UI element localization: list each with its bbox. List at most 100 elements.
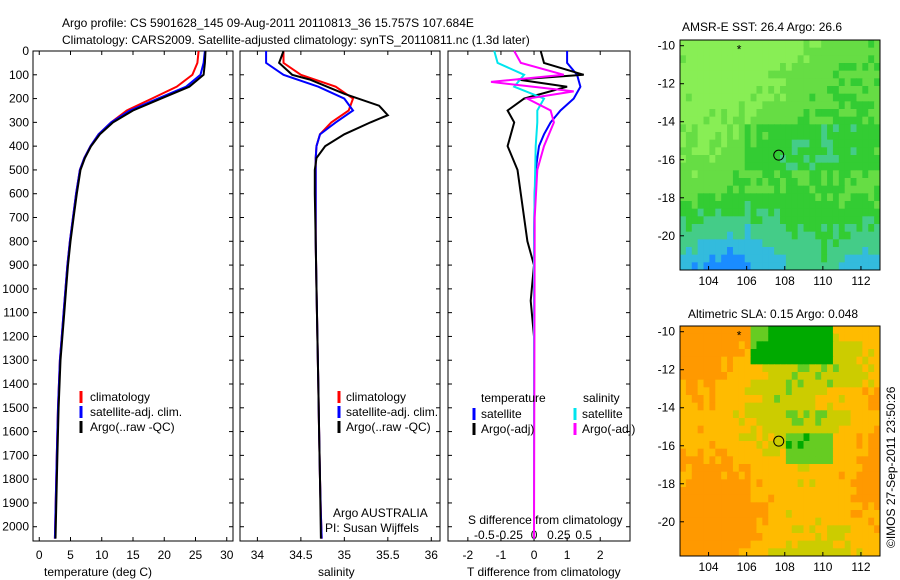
temperature-frame	[32, 50, 234, 542]
sla-map-cell	[727, 525, 734, 534]
sla-map-cell	[785, 349, 793, 358]
sla-map-cell	[732, 364, 740, 373]
sla-map-cell	[762, 456, 769, 465]
sla-map-cell	[774, 349, 781, 358]
sst-map-cell	[738, 40, 746, 49]
temperature-ytick-label: 300	[9, 115, 29, 129]
sst-map-cell	[768, 201, 775, 210]
sst-map-cell	[750, 55, 757, 64]
sst-map-cell	[780, 63, 787, 72]
sla-map-cell	[832, 525, 840, 534]
sla-map-cell	[732, 425, 740, 434]
sla-map-cell	[697, 379, 705, 388]
sst-map-cell	[685, 93, 693, 102]
sla-map-cell	[732, 379, 740, 388]
sst-map-cell	[797, 147, 805, 156]
sst-map-cell	[797, 231, 805, 240]
sst-map-cell	[827, 132, 834, 141]
sst-map-cell	[868, 86, 875, 95]
sst-map-cell	[874, 116, 881, 125]
sla-map-cell	[680, 387, 687, 396]
sla-map-cell	[709, 356, 716, 365]
sst-map-cell	[715, 93, 722, 102]
sla-map-cell	[715, 387, 722, 396]
sst-map-cell	[844, 178, 852, 187]
sst-map-cell	[697, 147, 705, 156]
sla-map-cell	[803, 471, 810, 480]
salinity-annotation-1: Argo AUSTRALIA	[333, 506, 428, 520]
sst-map-cell	[838, 93, 846, 102]
sla-map-cell	[809, 487, 816, 496]
sst-map-cell	[850, 247, 857, 256]
sla-map-cell	[762, 425, 769, 434]
sst-map-cell	[697, 193, 705, 202]
sla-map-cell	[797, 387, 805, 396]
sla-map-cell	[856, 540, 863, 549]
sst-map-cell	[827, 178, 834, 187]
sst-map-cell	[827, 247, 834, 256]
sst-map-cell	[809, 178, 816, 187]
sst-map-cell	[868, 231, 875, 240]
sst-map-cell	[785, 86, 793, 95]
sla-map-cell	[850, 364, 857, 373]
sst-map-cell	[868, 262, 875, 271]
sla-map-cell	[715, 502, 722, 511]
sst-map-cell	[703, 78, 710, 87]
sla-map-cell	[744, 548, 752, 557]
sla-map-cell	[838, 425, 846, 434]
sla-map-cell	[768, 341, 775, 350]
sst-map-cell	[803, 239, 810, 248]
sla-map-cell	[844, 448, 852, 457]
sla-map-cell	[832, 494, 840, 503]
sla-map-cell	[703, 387, 710, 396]
sla-map-cell	[797, 395, 805, 404]
sst-map-cell	[744, 239, 752, 248]
sst-map-cell	[803, 70, 810, 79]
sst-map-cell	[685, 155, 693, 164]
sla-map-cell	[856, 410, 863, 419]
sla-map-cell	[709, 502, 716, 511]
sla-map-cell	[785, 441, 793, 450]
sst-map-cell	[691, 55, 699, 64]
sst-map-cell	[868, 124, 875, 133]
sla-map-cell	[809, 479, 816, 488]
sst-map-cell	[815, 170, 822, 179]
sla-map-cell	[721, 418, 728, 427]
sst-map-cell	[815, 201, 822, 210]
sst-map-cell	[685, 239, 693, 248]
sla-map-cell	[856, 379, 863, 388]
sst-map-cell	[827, 116, 834, 125]
sst-map-cell	[709, 109, 716, 118]
sst-map-cell	[750, 208, 757, 217]
sst-map-cell	[803, 254, 810, 263]
sla-map-cell	[738, 418, 746, 427]
sla-map-cell	[862, 479, 869, 488]
sst-map-cell	[809, 162, 816, 171]
sla-map-cell	[727, 425, 734, 434]
sst-map-cell	[868, 247, 875, 256]
sla-map-cell	[874, 410, 881, 419]
sla-map-cell	[850, 533, 857, 542]
sal-legend-label: Argo(..raw -QC)	[346, 420, 431, 434]
sla-map-cell	[762, 402, 769, 411]
map-star-icon: *	[737, 42, 742, 56]
sla-map-cell	[691, 433, 699, 442]
sla-map-cell	[756, 425, 763, 434]
sla-map-cell	[791, 425, 799, 434]
sla-map-cell	[715, 372, 722, 381]
sst-map-cell	[832, 216, 840, 225]
sst-map-cell	[809, 78, 816, 87]
sst-map-cell	[750, 47, 757, 56]
sla-map-cell	[774, 525, 781, 534]
sla-map-cell	[862, 433, 869, 442]
sla-map-cell	[744, 533, 752, 542]
sst-map-cell	[703, 185, 710, 194]
sla-map-cell	[750, 517, 757, 526]
sst-map-cell	[850, 63, 857, 72]
sla-map-cell	[721, 525, 728, 534]
sst-map-cell	[768, 162, 775, 171]
sst-map-cell	[774, 93, 781, 102]
sst-map-cell	[774, 155, 781, 164]
sla-map-cell	[721, 464, 728, 473]
sla-map-cell	[862, 471, 869, 480]
